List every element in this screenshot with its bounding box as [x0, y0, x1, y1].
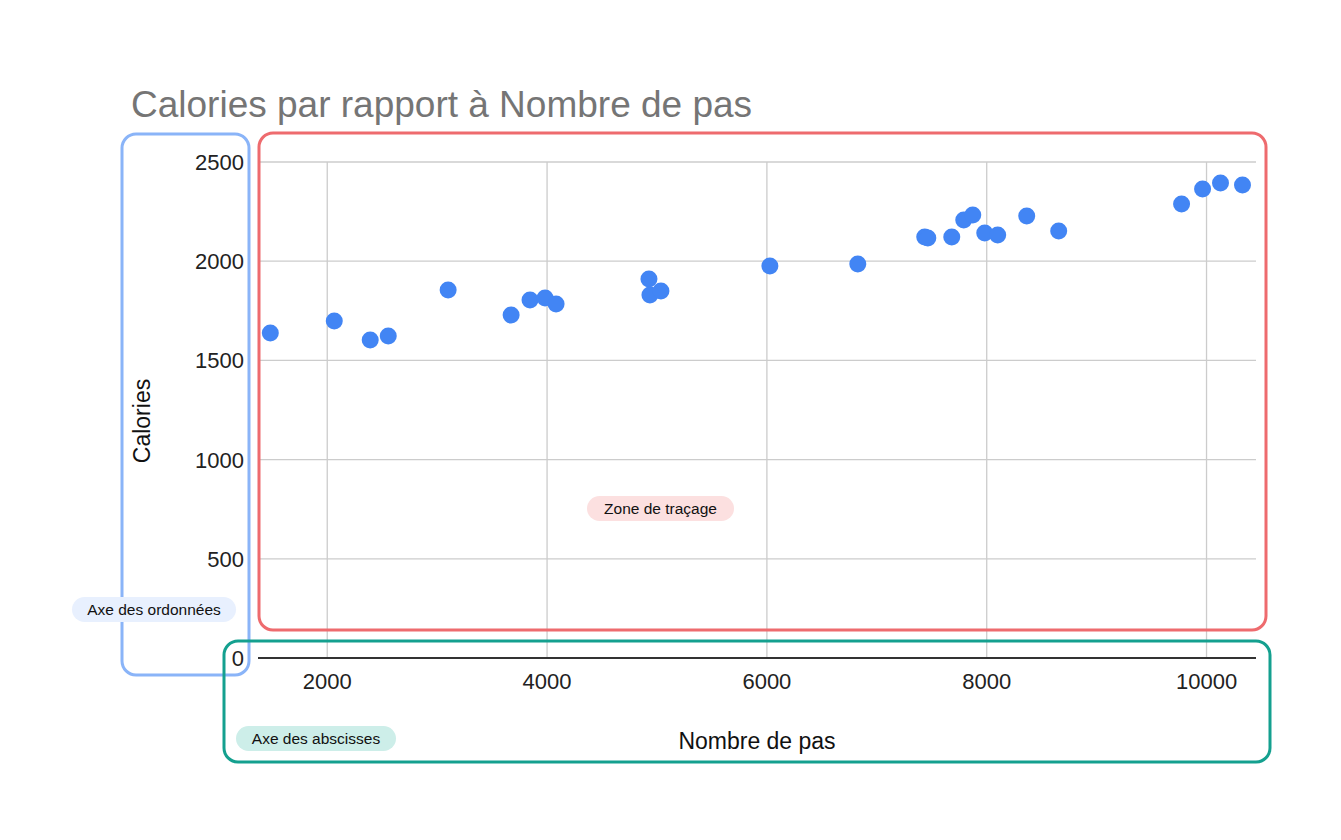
point — [503, 306, 520, 323]
point — [1212, 175, 1229, 192]
point — [1234, 177, 1251, 194]
x-grid-line — [766, 162, 767, 658]
x-tick-label: 10000 — [1176, 669, 1237, 694]
x-axis-line — [258, 657, 1256, 659]
x-tick-label: 6000 — [742, 669, 791, 694]
x-axis-range-line — [258, 657, 1256, 659]
annotation-box — [259, 133, 1266, 630]
chart: Calories par rapport à Nombre de pas 0 500… — [0, 0, 1341, 840]
y-tick-label: 2000 — [195, 249, 244, 274]
annotation-box — [122, 134, 249, 675]
point — [362, 331, 379, 348]
y-grid-line — [258, 558, 1256, 559]
title: Calories par rapport à Nombre de pas — [131, 84, 752, 125]
point — [761, 257, 778, 274]
point — [262, 325, 279, 342]
y-tick-label: 0 — [232, 646, 244, 671]
y-tick-label: 500 — [207, 547, 244, 572]
point — [1194, 180, 1211, 197]
annotation-label: Zone de traçage — [604, 500, 717, 517]
point — [1050, 223, 1067, 240]
y-tick-label: 1500 — [195, 348, 244, 373]
annotation-pill — [236, 726, 396, 751]
annotation-pill — [72, 597, 236, 622]
y-grid-line — [258, 261, 1256, 262]
annotation-box — [224, 641, 1270, 762]
x-axis-title: Nombre de pas — [678, 728, 835, 754]
point — [326, 312, 343, 329]
y-tick-label: 2500 — [195, 150, 244, 175]
y-grid-line — [258, 459, 1256, 460]
point — [522, 292, 539, 309]
point — [943, 228, 960, 245]
point — [1018, 207, 1035, 224]
y-grid-line — [258, 161, 1256, 162]
point — [989, 227, 1006, 244]
background — [0, 0, 1341, 840]
point — [548, 296, 565, 313]
x-tick-label: 2000 — [303, 669, 352, 694]
point — [919, 229, 936, 246]
y-axis-title: Calories — [129, 379, 155, 463]
point — [380, 327, 397, 344]
y-tick-label: 1000 — [195, 448, 244, 473]
x-tick-label: 4000 — [523, 669, 572, 694]
point — [1173, 196, 1190, 213]
point — [652, 282, 669, 299]
x-grid-line — [327, 162, 328, 658]
x-grid-line — [546, 162, 547, 658]
y-grid-line — [258, 360, 1256, 361]
annotation-label: Axe des ordonnées — [87, 601, 221, 618]
point — [849, 255, 866, 272]
points — [262, 175, 1251, 349]
point — [964, 206, 981, 223]
point — [440, 281, 457, 298]
annotation-pill — [587, 496, 734, 521]
x-grid-line — [1206, 162, 1207, 658]
annotation-label: Axe des abscisses — [252, 730, 381, 747]
x-tick-label: 8000 — [962, 669, 1011, 694]
